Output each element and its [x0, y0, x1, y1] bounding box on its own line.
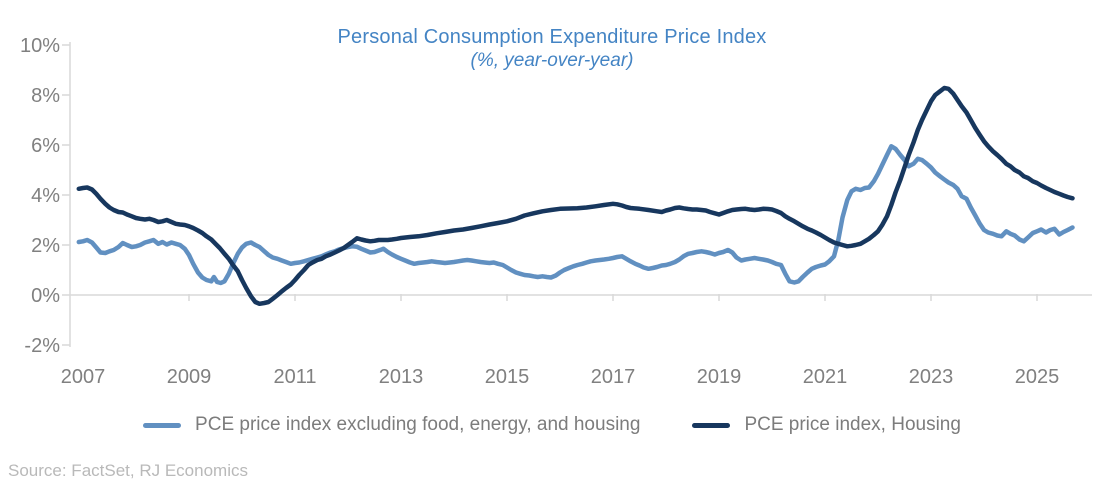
y-axis-label: -2%: [24, 335, 60, 357]
x-axis-label: 2025: [1015, 366, 1060, 388]
y-axis-label: 6%: [31, 135, 60, 157]
x-axis-label: 2021: [803, 366, 848, 388]
x-axis-label: 2011: [273, 366, 316, 388]
legend-swatch-core-ex-housing: [143, 422, 182, 428]
legend-item-housing: PCE price index, Housing: [692, 414, 961, 436]
chart-legend: PCE price index excluding food, energy, …: [0, 414, 1104, 436]
y-axis-label: 0%: [31, 285, 60, 307]
legend-item-core-ex-housing: PCE price index excluding food, energy, …: [143, 414, 640, 436]
series-line-housing: [76, 85, 1075, 307]
legend-label-housing: PCE price index, Housing: [744, 414, 961, 435]
series-line-core-ex-housing: [76, 144, 1075, 286]
x-axis-label: 2019: [697, 366, 742, 388]
x-axis-label: 2009: [167, 366, 212, 388]
y-axis-label: 4%: [31, 185, 60, 207]
legend-label-core-ex-housing: PCE price index excluding food, energy, …: [195, 414, 641, 435]
y-axis-label: 2%: [31, 235, 60, 257]
x-axis-label: 2007: [61, 366, 106, 388]
x-axis-label: 2023: [909, 366, 954, 388]
x-axis-label: 2013: [379, 366, 424, 388]
y-axis-label: 8%: [31, 85, 60, 107]
y-axis-label: 10%: [20, 35, 60, 57]
x-axis-label: 2015: [485, 366, 530, 388]
x-axis-label: 2017: [591, 366, 636, 388]
legend-swatch-housing: [692, 422, 731, 428]
source-note: Source: FactSet, RJ Economics: [8, 461, 248, 480]
